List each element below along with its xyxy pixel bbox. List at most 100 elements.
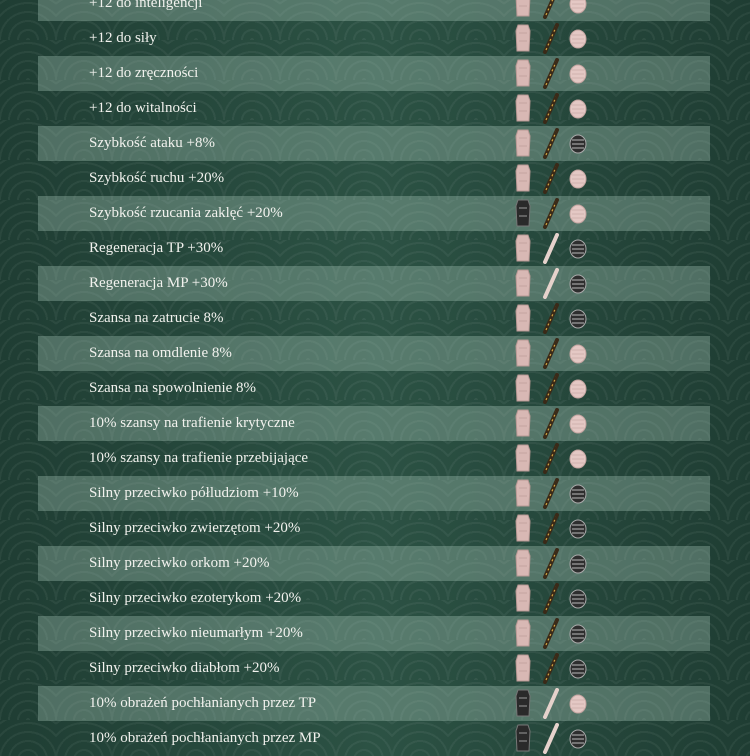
glove-icon [569, 694, 587, 714]
bonus-text: Regeneracja TP +30% [89, 240, 224, 256]
bonus-row: +12 do witalności [38, 91, 710, 126]
glove-icon [569, 659, 587, 679]
glove-icon [569, 169, 587, 189]
bonus-text: Szansa na omdlenie 8% [89, 345, 232, 361]
bonus-row: +12 do inteligencji [38, 0, 710, 21]
bonus-row: 10% obrażeń pochłanianych przez MP [38, 721, 710, 756]
glove-icon [569, 554, 587, 574]
bonus-text: Silny przeciwko ezoterykom +20% [89, 590, 302, 606]
bonus-text: Szybkość rzucania zaklęć +20% [89, 205, 283, 221]
bonus-row: Silny przeciwko diabłom +20% [38, 651, 710, 686]
weapon-icon [543, 618, 559, 649]
armor-icon [515, 94, 531, 122]
bonus-row: Silny przeciwko ezoterykom +20% [38, 581, 710, 616]
bonus-text: 10% szansy na trafienie krytyczne [89, 415, 295, 431]
glove-icon [569, 484, 587, 504]
glove-icon [569, 519, 587, 539]
bonus-text: Silny przeciwko orkom +20% [89, 555, 270, 571]
bonus-row: +12 do siły [38, 21, 710, 56]
bonus-text: Regeneracja MP +30% [89, 275, 228, 291]
armor-icon [515, 0, 531, 17]
weapon-icon [543, 198, 559, 229]
glove-icon [569, 29, 587, 49]
bonus-text: Silny przeciwko diabłom +20% [89, 660, 280, 676]
weapon-icon [543, 513, 559, 544]
bonus-row: Szybkość ataku +8% [38, 126, 710, 161]
glove-icon [569, 344, 587, 364]
armor-icon [515, 269, 531, 297]
weapon-icon [543, 0, 555, 19]
bonus-text: Silny przeciwko zwierzętom +20% [89, 520, 301, 536]
armor-icon [515, 164, 531, 192]
glove-icon [569, 64, 587, 84]
bonus-text: +12 do witalności [89, 100, 197, 116]
bonus-row: +12 do zręczności [38, 56, 710, 91]
armor-icon [515, 619, 531, 647]
armor-icon [515, 444, 531, 472]
armor-icon [515, 654, 531, 682]
bonus-row: 10% szansy na trafienie krytyczne [38, 406, 710, 441]
weapon-icon [543, 233, 559, 264]
bonus-text: +12 do zręczności [89, 65, 199, 81]
weapon-icon [543, 373, 559, 404]
glove-icon [569, 0, 587, 14]
weapon-icon [543, 23, 559, 54]
weapon-icon [543, 723, 559, 754]
bonus-row: Regeneracja MP +30% [38, 266, 710, 301]
armor-icon [515, 59, 531, 87]
armor-icon [515, 374, 531, 402]
armor-icon [515, 24, 531, 52]
bonus-row: Szansa na spowolnienie 8% [38, 371, 710, 406]
weapon-icon [543, 303, 559, 334]
bonus-row: Silny przeciwko zwierzętom +20% [38, 511, 710, 546]
bonus-text: Szybkość ruchu +20% [89, 170, 225, 186]
armor-icon [515, 724, 531, 752]
weapon-icon [543, 163, 559, 194]
weapon-icon [543, 478, 559, 509]
bonus-row: Szybkość rzucania zaklęć +20% [38, 196, 710, 231]
armor-icon [515, 234, 531, 262]
bonus-row: Silny przeciwko orkom +20% [38, 546, 710, 581]
glove-icon [569, 449, 587, 469]
glove-icon [569, 99, 587, 119]
glove-icon [569, 624, 587, 644]
bonus-text: +12 do siły [89, 30, 157, 46]
weapon-icon [543, 93, 559, 124]
armor-icon [515, 339, 531, 367]
bonus-row: Szansa na zatrucie 8% [38, 301, 710, 336]
glove-icon [569, 729, 587, 749]
armor-icon [515, 304, 531, 332]
weapon-icon [543, 443, 559, 474]
weapon-icon [543, 338, 559, 369]
weapon-icon [543, 128, 559, 159]
glove-icon [569, 589, 587, 609]
weapon-icon [543, 408, 559, 439]
bonus-text: 10% obrażeń pochłanianych przez TP [89, 695, 317, 711]
bonus-text: Silny przeciwko nieumarłym +20% [89, 625, 303, 641]
weapon-icon [543, 268, 559, 299]
bonus-text: Szansa na spowolnienie 8% [89, 380, 257, 396]
armor-icon [515, 689, 531, 717]
bonus-text: Silny przeciwko półludziom +10% [89, 485, 299, 501]
armor-icon [515, 479, 531, 507]
weapon-icon [543, 583, 559, 614]
bonus-text: 10% szansy na trafienie przebijające [89, 450, 309, 466]
bonus-row: Szansa na omdlenie 8% [38, 336, 710, 371]
weapon-icon [543, 653, 559, 684]
glove-icon [569, 309, 587, 329]
bonus-row: Szybkość ruchu +20% [38, 161, 710, 196]
bonus-row: Silny przeciwko półludziom +10% [38, 476, 710, 511]
bonus-text: Szansa na zatrucie 8% [89, 310, 224, 326]
armor-icon [515, 199, 531, 227]
bonus-row: Silny przeciwko nieumarłym +20% [38, 616, 710, 651]
glove-icon [569, 274, 587, 294]
bonus-text: +12 do inteligencji [89, 0, 203, 11]
bonus-row: 10% obrażeń pochłanianych przez TP [38, 686, 710, 721]
glove-icon [569, 204, 587, 224]
bonus-row: 10% szansy na trafienie przebijające [38, 441, 710, 476]
armor-icon [515, 409, 531, 437]
armor-icon [515, 129, 531, 157]
armor-icon [515, 584, 531, 612]
glove-icon [569, 239, 587, 259]
